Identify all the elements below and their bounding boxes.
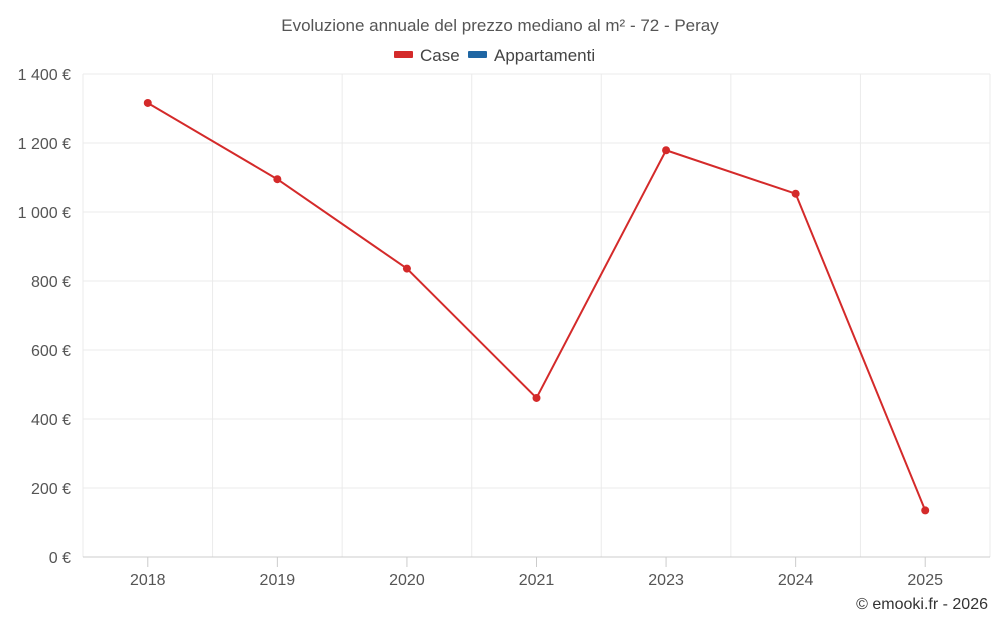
data-point[interactable] — [532, 393, 541, 402]
series-layer — [143, 98, 930, 515]
data-point[interactable] — [273, 175, 282, 184]
x-tick-label: 2024 — [778, 572, 814, 589]
gridlines — [82, 73, 991, 557]
y-axis: 0 € 200 € 400 € 600 € 800 € 1 000 € 1 200 € 1 4… — [18, 67, 71, 567]
data-point[interactable] — [921, 506, 930, 515]
legend-item-appartamenti[interactable]: Appartamenti — [468, 46, 595, 65]
data-point[interactable] — [402, 264, 411, 273]
y-tick-label: 1 200 € — [18, 136, 71, 153]
legend-label-appartamenti: Appartamenti — [494, 46, 595, 65]
chart-title: Evoluzione annuale del prezzo mediano al… — [281, 16, 719, 35]
y-tick-label: 1 000 € — [18, 205, 71, 222]
y-tick-label: 0 € — [49, 550, 71, 567]
x-axis: 2018 2019 2020 2021 2023 2024 2025 — [83, 556, 990, 589]
y-tick-label: 1 400 € — [18, 67, 71, 84]
x-tick-label: 2018 — [130, 572, 166, 589]
legend: Case Appartamenti — [394, 46, 595, 65]
x-tick-label: 2025 — [907, 572, 943, 589]
y-tick-label: 600 € — [31, 343, 71, 360]
x-tick-label: 2019 — [260, 572, 296, 589]
data-point[interactable] — [143, 98, 152, 107]
legend-label-case: Case — [420, 46, 460, 65]
y-tick-label: 800 € — [31, 274, 71, 291]
series-line-case — [147, 102, 927, 511]
legend-item-case[interactable]: Case — [394, 46, 460, 65]
credit-text: © emooki.fr - 2026 — [856, 596, 988, 613]
legend-swatch-appartamenti — [468, 51, 487, 58]
x-tick-label: 2020 — [389, 572, 425, 589]
y-tick-label: 400 € — [31, 412, 71, 429]
legend-swatch-case — [394, 51, 413, 58]
x-tick-label: 2023 — [648, 572, 684, 589]
y-tick-label: 200 € — [31, 481, 71, 498]
x-tick-label: 2021 — [519, 572, 555, 589]
data-point[interactable] — [662, 146, 671, 155]
data-point[interactable] — [791, 189, 800, 198]
